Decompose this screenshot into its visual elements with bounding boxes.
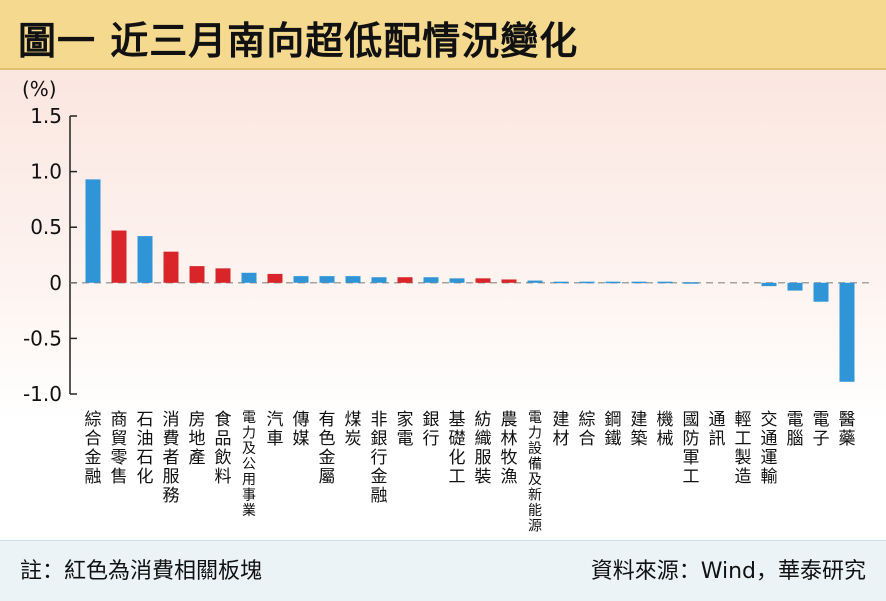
x-tick-label: 電子	[813, 410, 830, 449]
x-tick-label: 傳媒	[293, 410, 310, 449]
y-tick-label: 0	[49, 271, 62, 295]
x-tick-label: 電力設備及新能源	[528, 410, 542, 535]
x-tick-label: 電腦	[787, 410, 804, 449]
bar	[189, 266, 205, 283]
x-tick-label: 非銀行金融	[371, 410, 388, 506]
bar	[501, 279, 517, 283]
bar	[787, 282, 803, 291]
x-tick-label: 農林牧漁	[501, 410, 518, 487]
bar	[397, 277, 413, 283]
bar	[813, 282, 829, 302]
x-tick-label: 建築	[631, 410, 648, 449]
chart-title: 圖一 近三月南向超低配情況變化	[18, 18, 579, 63]
bar	[475, 278, 491, 283]
x-tick-label: 電力及公用事業	[242, 410, 256, 519]
bar	[241, 272, 257, 283]
x-tick-label: 房地產	[189, 410, 206, 468]
bar	[605, 281, 621, 284]
bar	[293, 276, 309, 283]
x-tick-label: 石油石化	[137, 410, 154, 487]
footer-source: 資料來源：Wind，華泰研究	[590, 559, 866, 584]
y-tick-label: 1.5	[30, 104, 62, 128]
bar	[345, 276, 361, 283]
footer: 註：紅色為消費相關板塊 資料來源：Wind，華泰研究	[0, 540, 886, 601]
bar	[657, 281, 673, 284]
x-tick-label: 輕工製造	[735, 410, 752, 487]
y-tick-label: -0.5	[23, 326, 62, 350]
bar	[631, 281, 647, 284]
x-tick-label: 家電	[397, 410, 414, 449]
title-bar: 圖一 近三月南向超低配情況變化	[0, 0, 886, 70]
x-tick-label: 建材	[553, 410, 570, 449]
x-tick-label: 機械	[657, 410, 674, 449]
x-tick-label: 消費者服務	[163, 410, 180, 506]
x-tick-label: 交通運輸	[761, 410, 778, 487]
y-tick-label: 1.0	[30, 160, 62, 184]
bar	[137, 236, 153, 283]
bar	[761, 282, 777, 287]
x-tick-label: 綜合金融	[85, 410, 102, 487]
x-tick-label: 綜合	[579, 410, 596, 449]
bar	[839, 282, 855, 382]
y-tick-label: -1.0	[23, 382, 62, 406]
bar	[527, 280, 543, 283]
x-tick-label: 鋼鐵	[605, 410, 622, 449]
x-tick-label: 紡織服裝	[475, 410, 492, 487]
x-tick-label: 銀行	[423, 410, 440, 449]
bar	[163, 251, 179, 283]
x-tick-label: 食品飲料	[215, 410, 232, 487]
footer-note: 註：紅色為消費相關板塊	[20, 559, 263, 584]
bar	[449, 278, 465, 283]
x-tick-label: 商貿零售	[111, 410, 128, 487]
bar	[683, 282, 699, 284]
bar	[579, 281, 595, 284]
x-tick-label: 通訊	[709, 410, 726, 449]
x-tick-label: 汽車	[267, 410, 284, 449]
bar	[553, 281, 569, 284]
x-tick-label: 醫藥	[839, 410, 856, 449]
x-tick-label: 基礎化工	[449, 410, 466, 487]
x-tick-label: 煤炭	[345, 410, 362, 449]
y-tick-label: 0.5	[30, 215, 62, 239]
y-axis-label: (%)	[22, 77, 57, 101]
plot-background	[0, 70, 886, 540]
bar	[267, 273, 283, 283]
x-tick-label: 國防軍工	[683, 410, 700, 487]
bar	[371, 277, 387, 283]
x-tick-label: 有色金屬	[319, 410, 336, 487]
bar	[85, 179, 101, 283]
bar	[215, 268, 231, 283]
bar	[423, 277, 439, 283]
bar	[111, 230, 127, 283]
bar	[319, 276, 335, 283]
